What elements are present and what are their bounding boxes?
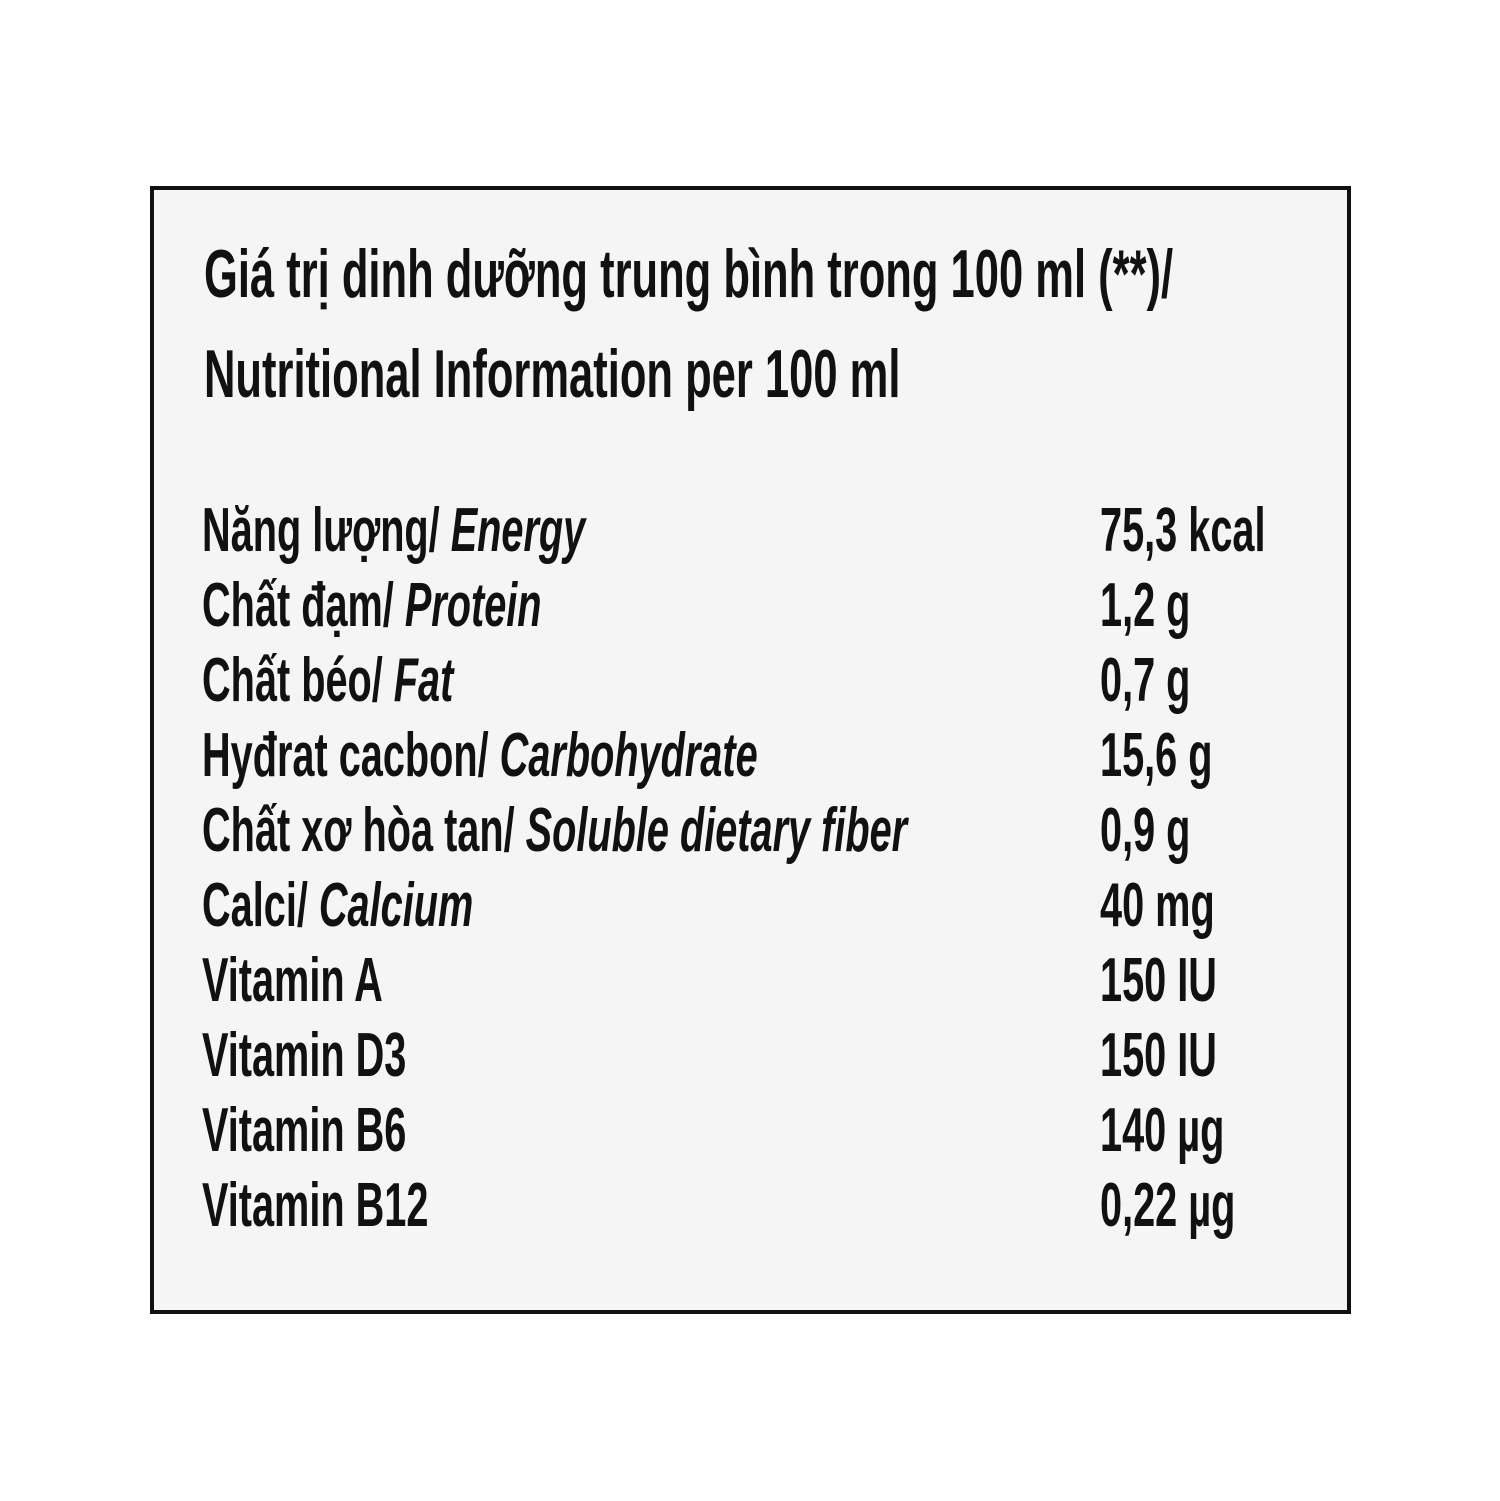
label-vi: Vitamin A (202, 946, 383, 1015)
nutrient-value: 75,3 kcal (1100, 496, 1266, 565)
nutrient-label: Năng lượng/ Energy (202, 500, 585, 562)
label-en: Energy (450, 496, 586, 565)
nutrient-value: 150 IU (1100, 946, 1217, 1015)
label-en: Fat (393, 646, 454, 715)
label-en: Carbohydrate (499, 721, 758, 790)
label-vi: Calci/ (202, 871, 319, 940)
label-en: Protein (404, 571, 542, 640)
label-vi: Chất béo/ (202, 646, 394, 715)
nutrition-panel: Giá trị dinh dưỡng trung bình trong 100 … (150, 186, 1351, 1314)
nutrient-label: Vitamin A (202, 950, 383, 1012)
nutrient-label: Vitamin B12 (202, 1175, 428, 1237)
label-vi: Hyđrat cacbon/ (202, 721, 500, 790)
label-vi: Vitamin B6 (202, 1096, 407, 1165)
nutrient-value: 1,2 g (1100, 571, 1191, 640)
label-vi: Vitamin D3 (202, 1021, 407, 1090)
label-vi: Vitamin B12 (202, 1171, 429, 1240)
title-en: Nutritional Information per 100 ml (204, 336, 901, 412)
label-vi: Chất xơ hòa tan/ (202, 796, 526, 865)
nutrient-value: 150 IU (1100, 1021, 1217, 1090)
nutrient-value: 0,9 g (1100, 796, 1191, 865)
label-vi: Năng lượng/ (202, 496, 451, 565)
nutrient-value: 0,22 µg (1100, 1171, 1236, 1240)
nutrient-label: Chất xơ hòa tan/ Soluble dietary fiber (202, 800, 907, 862)
label-en: Soluble dietary fiber (525, 796, 908, 865)
nutrient-label: Chất đạm/ Protein (202, 575, 542, 637)
nutrient-label: Chất béo/ Fat (202, 650, 453, 712)
nutrient-value: 140 µg (1100, 1096, 1225, 1165)
nutrient-value: 0,7 g (1100, 646, 1191, 715)
nutrient-label: Vitamin D3 (202, 1025, 406, 1087)
nutrient-value: 15,6 g (1100, 721, 1213, 790)
nutrient-label: Calci/ Calcium (202, 875, 473, 937)
title-vi: Giá trị dinh dưỡng trung bình trong 100 … (204, 236, 1174, 312)
label-en: Calcium (318, 871, 474, 940)
nutrient-value: 40 mg (1100, 871, 1215, 940)
nutrient-label: Hyđrat cacbon/ Carbohydrate (202, 725, 758, 787)
label-vi: Chất đạm/ (202, 571, 405, 640)
nutrient-label: Vitamin B6 (202, 1100, 406, 1162)
